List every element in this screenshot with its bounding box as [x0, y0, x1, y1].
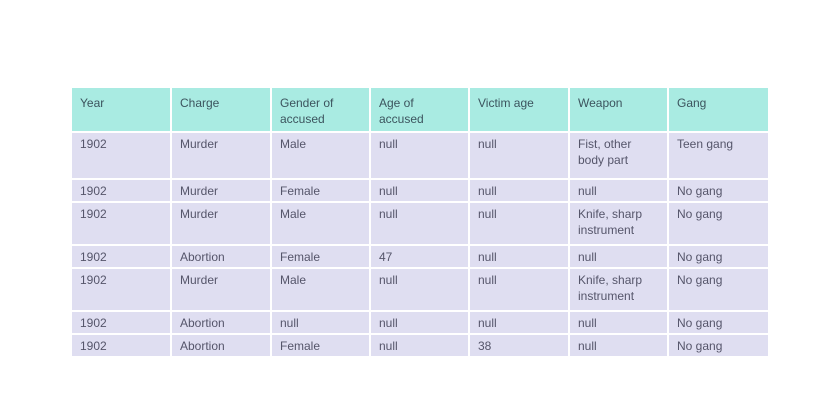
table-cell: null	[371, 203, 470, 246]
table-cell: Male	[272, 269, 371, 312]
column-header-gender-of-accused[interactable]: Gender of accused	[272, 88, 371, 133]
table-row: 1902 Murder Male null null Knife, sharp instr…	[72, 269, 768, 312]
table-cell: null	[371, 180, 470, 203]
column-header-gang[interactable]: Gang	[669, 88, 768, 133]
table-cell: null	[371, 312, 470, 335]
table-cell: Male	[272, 203, 371, 246]
table-cell: null	[570, 246, 669, 269]
table-cell: 1902	[72, 312, 172, 335]
table-row: 1902 Murder Male null null Knife, sharp instr…	[72, 203, 768, 246]
table-cell: null	[470, 203, 570, 246]
column-header-weapon[interactable]: Weapon	[570, 88, 669, 133]
table-cell: null	[371, 133, 470, 180]
header-row: Year Charge Gender of accused Age of accuse…	[72, 88, 768, 133]
table-cell: No gang	[669, 203, 768, 246]
table-cell: null	[570, 335, 669, 358]
table-cell: null	[272, 312, 371, 335]
table-cell: 1902	[72, 203, 172, 246]
table-cell: Murder	[172, 180, 272, 203]
table-cell: Murder	[172, 133, 272, 180]
table-body: 1902 Murder Male null null Fist, other body p…	[72, 133, 768, 358]
table-cell: No gang	[669, 180, 768, 203]
table-cell: Abortion	[172, 246, 272, 269]
table-cell: Murder	[172, 269, 272, 312]
data-table: Year Charge Gender of accused Age of accuse…	[72, 88, 768, 358]
table-cell: null	[570, 180, 669, 203]
table-cell: No gang	[669, 246, 768, 269]
table-cell: 1902	[72, 269, 172, 312]
table-cell: null	[470, 133, 570, 180]
table-cell: 1902	[72, 335, 172, 358]
column-header-charge[interactable]: Charge	[172, 88, 272, 133]
table-cell: null	[371, 269, 470, 312]
column-header-victim-age[interactable]: Victim age	[470, 88, 570, 133]
table-row: 1902 Abortion Female null 38 null No gang	[72, 335, 768, 358]
column-header-age-of-accused[interactable]: Age of accused	[371, 88, 470, 133]
table-cell: 1902	[72, 180, 172, 203]
table-cell: Knife, sharp instrument	[570, 269, 669, 312]
column-header-year[interactable]: Year	[72, 88, 172, 133]
table-cell: No gang	[669, 269, 768, 312]
table-cell: No gang	[669, 335, 768, 358]
table-row: 1902 Abortion Female 47 null null No gang	[72, 246, 768, 269]
table-cell: 1902	[72, 246, 172, 269]
table-cell: Knife, sharp instrument	[570, 203, 669, 246]
table-cell: null	[470, 269, 570, 312]
table-cell: Murder	[172, 203, 272, 246]
table-cell: null	[470, 246, 570, 269]
table-cell: Abortion	[172, 312, 272, 335]
table-header: Year Charge Gender of accused Age of accuse…	[72, 88, 768, 133]
table-cell: null	[470, 180, 570, 203]
table-cell: null	[470, 312, 570, 335]
table-cell: Teen gang	[669, 133, 768, 180]
table-cell: Female	[272, 180, 371, 203]
table-cell: 1902	[72, 133, 172, 180]
table-cell: No gang	[669, 312, 768, 335]
table-cell: Female	[272, 335, 371, 358]
table-cell: Female	[272, 246, 371, 269]
table-row: 1902 Murder Male null null Fist, other body p…	[72, 133, 768, 180]
table-cell: null	[570, 312, 669, 335]
crime-records-table: Year Charge Gender of accused Age of accuse…	[72, 88, 768, 358]
table-cell: 47	[371, 246, 470, 269]
table-row: 1902 Abortion null null null null No gang	[72, 312, 768, 335]
table-row: 1902 Murder Female null null null No gang	[72, 180, 768, 203]
table-cell: 38	[470, 335, 570, 358]
table-cell: Male	[272, 133, 371, 180]
table-cell: Abortion	[172, 335, 272, 358]
table-cell: null	[371, 335, 470, 358]
table-cell: Fist, other body part	[570, 133, 669, 180]
